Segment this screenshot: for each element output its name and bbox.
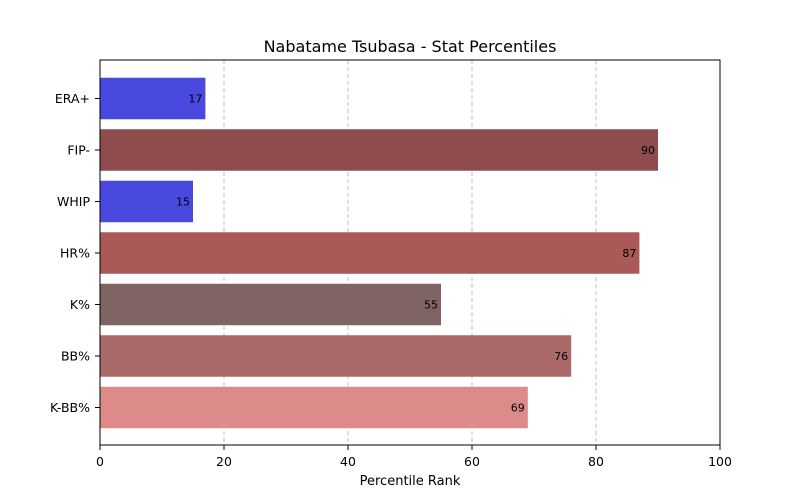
x-tick-label: 0 [96, 454, 104, 469]
bars [100, 77, 658, 429]
bar-value-label: 90 [641, 144, 655, 157]
x-tick-label: 20 [216, 454, 232, 469]
bar [100, 77, 206, 120]
bar [100, 283, 441, 326]
y-tick-label: BB% [61, 349, 90, 364]
bar-value-label: 15 [176, 196, 190, 209]
chart-title: Nabatame Tsubasa - Stat Percentiles [264, 37, 557, 56]
x-axis-label: Percentile Rank [360, 474, 461, 489]
y-tick-label: K% [70, 297, 90, 312]
x-tick-label: 40 [340, 454, 356, 469]
y-tick-label: K-BB% [50, 400, 90, 415]
x-tick-label: 60 [464, 454, 480, 469]
bar-value-label: 69 [511, 402, 525, 415]
y-tick-label: FIP- [67, 143, 90, 158]
bar [100, 180, 193, 223]
bar-value-label: 17 [188, 93, 202, 106]
x-tick-label: 80 [588, 454, 604, 469]
y-tick-label: ERA+ [55, 91, 90, 106]
bar-value-label: 87 [622, 247, 636, 260]
value-labels: 17 90 15 87 55 76 69 [176, 93, 655, 415]
x-axis-ticks: 0 20 40 60 80 100 [96, 445, 732, 469]
bar [100, 335, 572, 377]
bar [100, 232, 640, 274]
bar [100, 386, 528, 429]
bar-value-label: 55 [424, 299, 438, 312]
bar-value-label: 76 [554, 350, 568, 363]
y-tick-label: HR% [60, 246, 90, 261]
bar [100, 129, 658, 171]
x-tick-label: 100 [708, 454, 732, 469]
y-axis-ticks: ERA+ FIP- WHIP HR% K% BB% K-BB% [50, 91, 100, 415]
y-tick-label: WHIP [57, 194, 90, 209]
